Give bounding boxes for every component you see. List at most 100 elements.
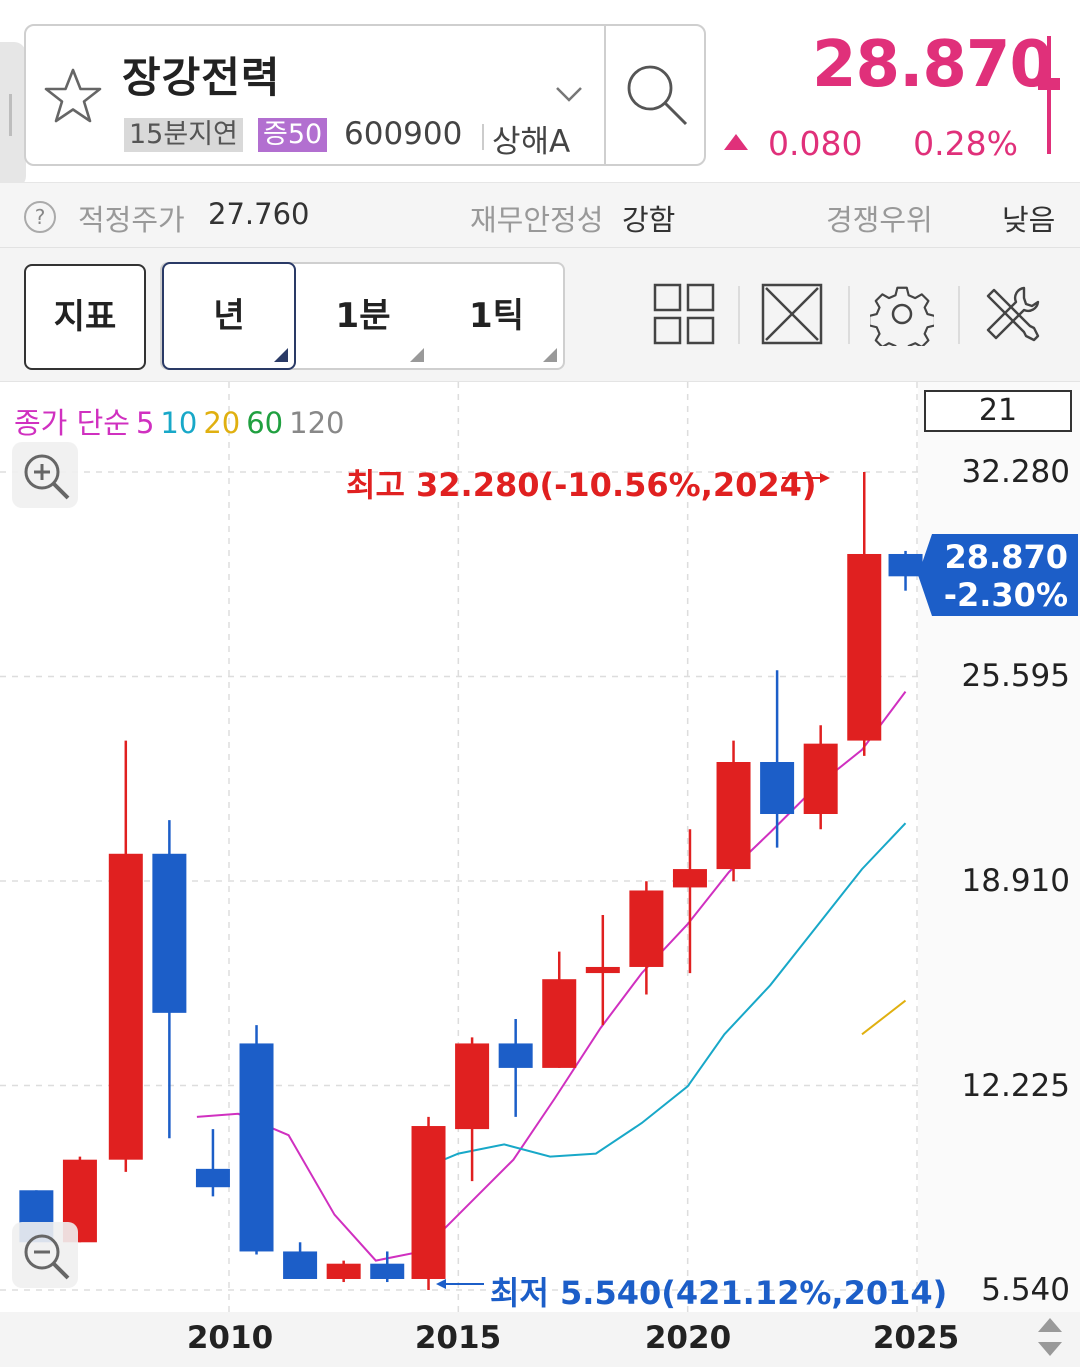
candle [370,1251,405,1283]
y-tick-label: 25.595 [961,658,1070,694]
price-change: 0.080 [768,124,863,163]
y-tick-label: 5.540 [981,1272,1070,1308]
candle [498,1018,533,1117]
ma-10-label: 10 [160,406,198,440]
candle-body [326,1263,361,1279]
low-arrow-head [436,1279,446,1289]
fair-price-value: 27.760 [208,197,310,231]
index-badge: 증50 [258,118,328,152]
high-arrow-head [820,473,830,483]
last-price-value: 28.870 [944,538,1068,576]
ma-60-label: 60 [246,406,284,440]
stock-selector[interactable]: 장강전력 15분지연 증50 600900 상해A [24,24,706,166]
ma-legend[interactable]: 종가 단순 5 10 20 60 120 [14,400,350,442]
ma20-line [861,999,907,1036]
candle-body [370,1263,405,1279]
zoom-out-button[interactable] [12,1222,78,1288]
period-selector: 년 1분 1틱 [160,262,565,370]
competitive-advantage-value: 낮음 [1002,203,1056,237]
candle [283,1242,318,1279]
divider [738,286,740,344]
dropdown-corner-icon [410,348,424,362]
candle-body [283,1251,318,1279]
tools-icon[interactable] [980,282,1044,346]
last-price-tag: 28.870 -2.30% [918,534,1078,616]
up-arrow-icon [724,134,748,150]
period-tab-label: 년 [213,296,245,336]
ma-legend-prefix: 종가 단순 [14,406,130,440]
fair-price-label: 적정주가 [78,203,185,237]
expand-icon[interactable] [760,282,824,346]
search-icon[interactable] [624,62,690,128]
candle-body [888,553,923,577]
candle [195,1129,230,1197]
zoom-out-icon[interactable] [12,1222,78,1288]
help-icon[interactable]: ? [24,201,56,233]
divider [482,124,484,150]
valuation-info-bar: ? 적정주가 27.760 재무안정성 강함 경쟁우위 낮음 [0,182,1080,248]
x-tick-label: 2015 [414,1320,502,1356]
candle-count-input[interactable]: 21 [924,390,1072,432]
candle [629,881,664,995]
moving-average-lines [196,691,907,1262]
stock-name[interactable]: 장강전력 [122,53,281,102]
chart-canvas[interactable] [0,382,1080,1367]
scroll-updown-icon[interactable] [1030,1312,1070,1362]
layout-grid-icon[interactable] [652,282,716,346]
chevron-down-icon[interactable] [554,84,584,104]
ma-20-label: 20 [203,406,241,440]
ma-120-label: 120 [289,406,345,440]
y-axis-panel [918,382,1080,1312]
period-tab-year[interactable]: 년 [162,262,296,370]
chart-toolbar: 지표 년 1분 1틱 [0,248,1080,382]
delay-badge: 15분지연 [124,118,243,152]
x-tick-label: 2020 [644,1320,732,1356]
candle-body [239,1043,274,1252]
stock-header: 장강전력 15분지연 증50 600900 상해A 28.870 0.080 0… [0,0,1080,188]
candle [455,1037,490,1182]
candle-body [760,762,795,815]
period-tab-label: 1틱 [469,296,524,336]
candles [19,472,923,1290]
candle-body [411,1126,446,1279]
zoom-in-button[interactable] [12,442,78,508]
financial-stability-label: 재무안정성 [470,203,604,237]
divider [958,286,960,344]
drawer-grip[interactable] [9,94,12,136]
indicator-button[interactable]: 지표 [24,264,146,370]
x-tick-label: 2025 [872,1320,960,1356]
candle-body [629,890,664,967]
candle [585,914,620,1026]
candle-body [542,979,577,1068]
low-annotation: 최저 5.540(421.12%,2014) [490,1274,948,1312]
candle [152,820,187,1139]
period-tab-1tick[interactable]: 1틱 [430,264,563,368]
candle-body [195,1168,230,1188]
annotation-arrows [436,473,830,1289]
current-price: 28.870 [812,28,1054,102]
zoom-in-icon[interactable] [12,442,78,508]
candle [542,951,577,1068]
market-label: 상해A [492,124,571,160]
candle-body [803,743,838,815]
favorite-star-icon[interactable] [42,66,104,128]
stock-code: 600900 [344,116,463,152]
candle-body [455,1043,490,1130]
side-drawer-tab[interactable] [0,42,26,188]
candle [716,740,751,882]
candle [760,670,795,848]
candle [672,829,707,974]
candle-body [108,853,143,1160]
candle-body [498,1043,533,1068]
competitive-advantage-label: 경쟁우위 [826,203,933,237]
period-tab-label: 1분 [335,296,391,336]
candle [326,1260,361,1283]
candle-body [585,966,620,974]
y-tick-label: 18.910 [961,863,1070,899]
candlestick-chart[interactable]: 종가 단순 5 10 20 60 120 21 최고 32.280(-10.56%,202… [0,382,1080,1367]
settings-gear-icon[interactable] [870,282,934,346]
period-tab-1min[interactable]: 1분 [296,264,430,368]
dropdown-corner-icon [274,348,288,362]
search-button[interactable] [604,26,706,164]
ma10-line [421,822,907,1170]
